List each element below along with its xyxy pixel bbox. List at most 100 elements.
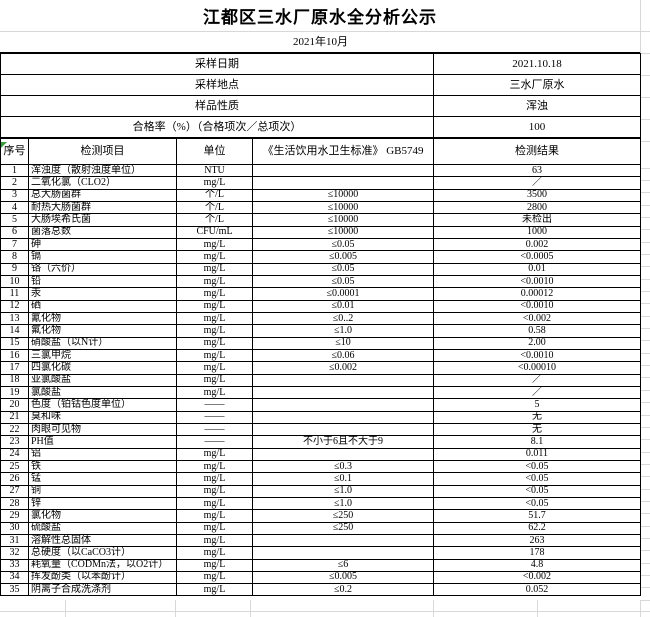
cell-result: ／ [433,373,641,387]
gridline [65,600,66,617]
cell-result: 0.01 [433,262,641,276]
column-header-row: 序号 检测项目 单位 《生活饮用水卫生标准》 GB5749 检测结果 [0,138,641,165]
cell-result: 5 [433,398,641,412]
period-row: 2021年10月 [0,31,641,54]
gridline [433,600,434,617]
cell-seq: 2 [0,176,29,190]
cell-unit: mg/L [176,385,253,400]
gridline [641,402,650,403]
cell-item: 氯化物 [28,509,177,523]
cell-item: 臭和味 [28,410,177,424]
table-row: 4 耐热大肠菌群 个/L ≤10000 2800 [0,200,641,215]
table-row: 8 镉 mg/L ≤0.005 <0.0005 [0,250,641,264]
cell-seq: 1 [0,163,29,178]
cell-error-indicator-icon [1,142,7,148]
cell-item: PH值 [28,435,177,449]
cell-item: 色度（铂钴色度单位） [28,398,177,412]
table-row: 17 四氯化碳 mg/L ≤0.002 <0.00010 [0,361,641,375]
gridline [641,328,650,329]
cell-seq: 17 [0,361,29,375]
cell-result: 63 [433,163,641,178]
cell-unit: mg/L [176,262,253,276]
cell-unit: —— [176,410,253,424]
info-value: 浑浊 [433,95,641,117]
cell-item: 大肠埃希氏菌 [28,213,177,227]
cell-result: 0.011 [433,447,641,461]
cell-standard: ≤10000 [252,213,434,227]
report-period: 2021年10月 [0,31,641,54]
cell-unit: mg/L [176,373,253,387]
cell-standard: ≤0.1 [252,472,434,486]
cell-seq: 25 [0,459,29,474]
info-label: 采样日期 [0,52,434,75]
cell-result: <0.0010 [433,348,641,363]
cell-item: 挥发酚类（以苯酚计） [28,570,177,585]
table-row: 13 氰化物 mg/L ≤0..2 <0.002 [0,311,641,326]
cell-seq: 32 [0,546,29,560]
table-row: 30 硫酸盐 mg/L ≤250 62.2 [0,521,641,535]
gridline [640,0,641,53]
cell-result: <0.05 [433,459,641,474]
info-value: 100 [433,116,641,138]
cell-unit: mg/L [176,336,253,350]
cell-seq: 29 [0,509,29,523]
cell-seq: 31 [0,533,29,548]
gridline [641,168,650,169]
table-row: 22 肉眼可见物 —— 无 [0,422,641,437]
cell-item: 耐热大肠菌群 [28,200,177,215]
cell-standard: ≤0.005 [252,250,434,264]
cell-standard: ≤0.005 [252,570,434,585]
cell-seq: 24 [0,447,29,461]
cell-unit: mg/L [176,324,253,338]
gridline [641,303,650,304]
gridline [641,600,650,601]
table-row: 20 色度（铂钴色度单位） —— 5 [0,398,641,412]
cell-result: 178 [433,546,641,560]
cell-item: 阴离子合成洗涤剂 [28,583,177,597]
cell-unit: mg/L [176,274,253,289]
cell-standard [252,546,434,560]
table-row: 3 总大肠菌群 个/L ≤10000 3500 [0,188,641,202]
cell-result: 0.002 [433,237,641,252]
cell-result: <0.002 [433,570,641,585]
cell-result: <0.05 [433,484,641,498]
table-row: 6 菌落总数 CFU/mL ≤10000 1000 [0,225,641,239]
cell-result: ／ [433,385,641,400]
cell-result: 1000 [433,225,641,239]
cell-seq: 4 [0,200,29,215]
cell-standard: ≤10000 [252,200,434,215]
cell-standard [252,385,434,400]
table-row: 33 耗氧量（CODMn法，以O2计） mg/L ≤6 4.8 [0,558,641,572]
table-row: 35 阴离子合成洗涤剂 mg/L ≤0.2 0.052 [0,583,641,597]
gridline [641,587,650,588]
cell-seq: 18 [0,373,29,387]
cell-seq: 35 [0,583,29,597]
cell-seq: 33 [0,558,29,572]
gridline [641,119,650,120]
cell-item: 锰 [28,472,177,486]
table-row: 32 总硬度（以CaCO3计） mg/L 178 [0,546,641,560]
gridline [640,600,641,617]
cell-item: 肉眼可见物 [28,422,177,437]
cell-result: 2.00 [433,336,641,350]
cell-unit: mg/L [176,583,253,597]
cell-result: ／ [433,176,641,190]
cell-item: 溶解性总固体 [28,533,177,548]
cell-seq: 8 [0,250,29,264]
info-label: 样品性质 [0,95,434,117]
info-value: 三水厂原水 [433,74,641,96]
gridline [641,377,650,378]
cell-item: 总大肠菌群 [28,188,177,202]
gridline [641,439,650,440]
gridline [641,97,650,98]
cell-result: 无 [433,422,641,437]
gridline [641,192,650,193]
gridline [641,415,650,416]
table-row: 28 锌 mg/L ≤1.0 <0.05 [0,496,641,511]
info-value: 2021.10.18 [433,52,641,75]
gridline [641,575,650,576]
info-label: 采样地点 [0,74,434,96]
cell-unit: mg/L [176,533,253,548]
cell-unit: mg/L [176,287,253,301]
